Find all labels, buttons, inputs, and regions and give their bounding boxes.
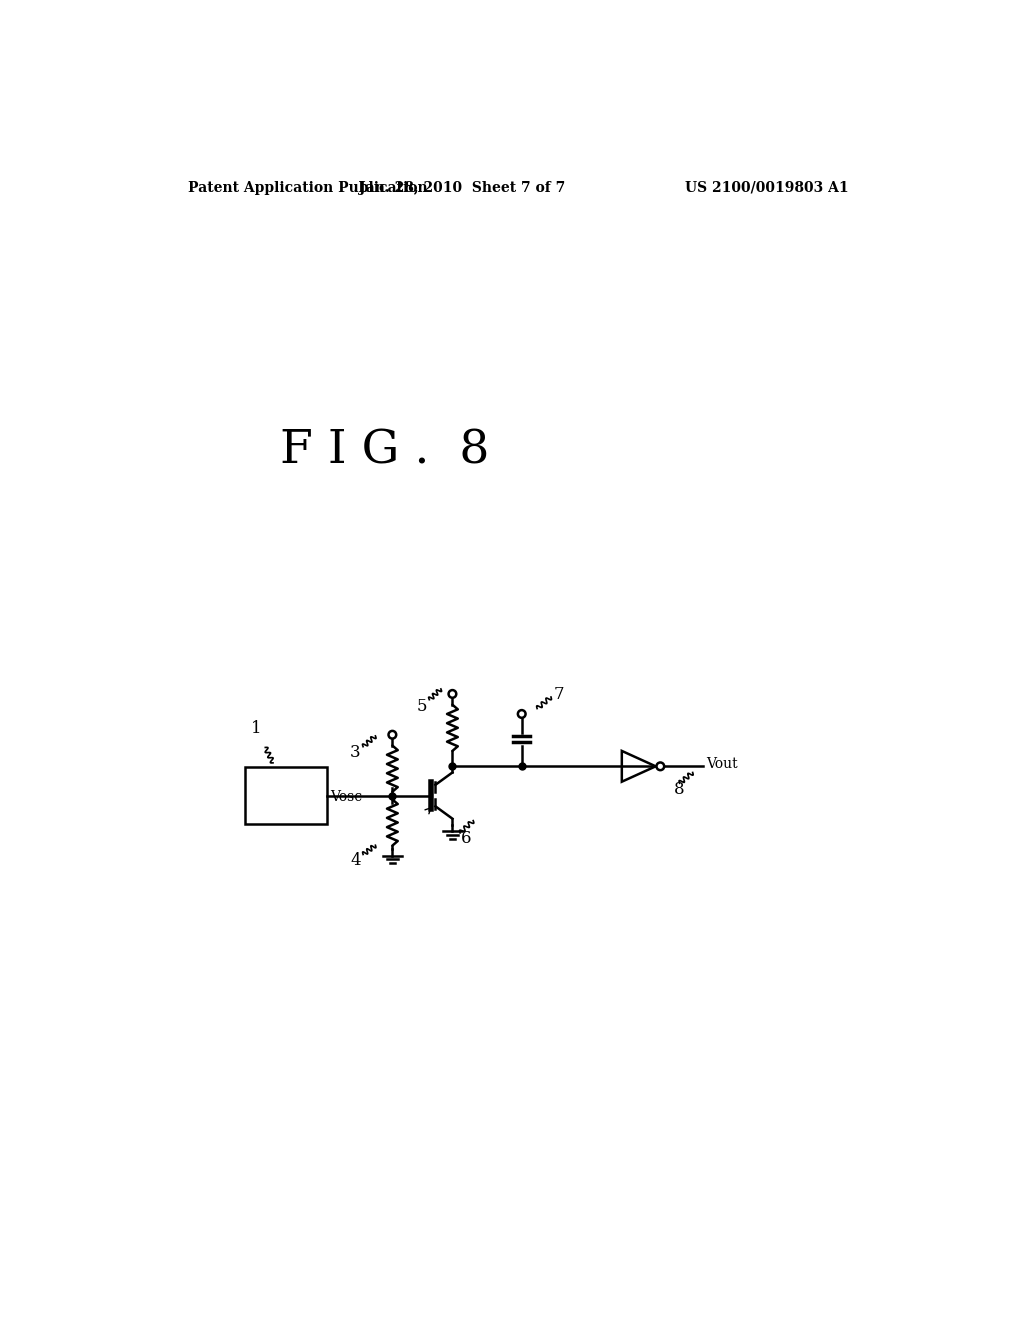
Circle shape — [518, 710, 525, 718]
Text: 6: 6 — [461, 830, 471, 847]
Text: F I G .  8: F I G . 8 — [280, 429, 489, 474]
Text: 3: 3 — [350, 744, 360, 762]
Text: Vout: Vout — [707, 756, 738, 771]
Text: Jan. 28, 2010  Sheet 7 of 7: Jan. 28, 2010 Sheet 7 of 7 — [358, 181, 565, 194]
Text: 8: 8 — [674, 781, 685, 797]
Text: US 2100/0019803 A1: US 2100/0019803 A1 — [685, 181, 849, 194]
Circle shape — [388, 731, 396, 739]
Circle shape — [656, 763, 665, 770]
Text: Vosc: Vosc — [330, 791, 362, 804]
Text: Patent Application Publication: Patent Application Publication — [188, 181, 428, 194]
Text: 7: 7 — [554, 686, 564, 704]
Bar — [245, 767, 327, 825]
Text: 4: 4 — [350, 853, 360, 869]
Circle shape — [449, 690, 457, 698]
Text: 5: 5 — [417, 698, 427, 715]
Text: 1: 1 — [251, 721, 261, 738]
